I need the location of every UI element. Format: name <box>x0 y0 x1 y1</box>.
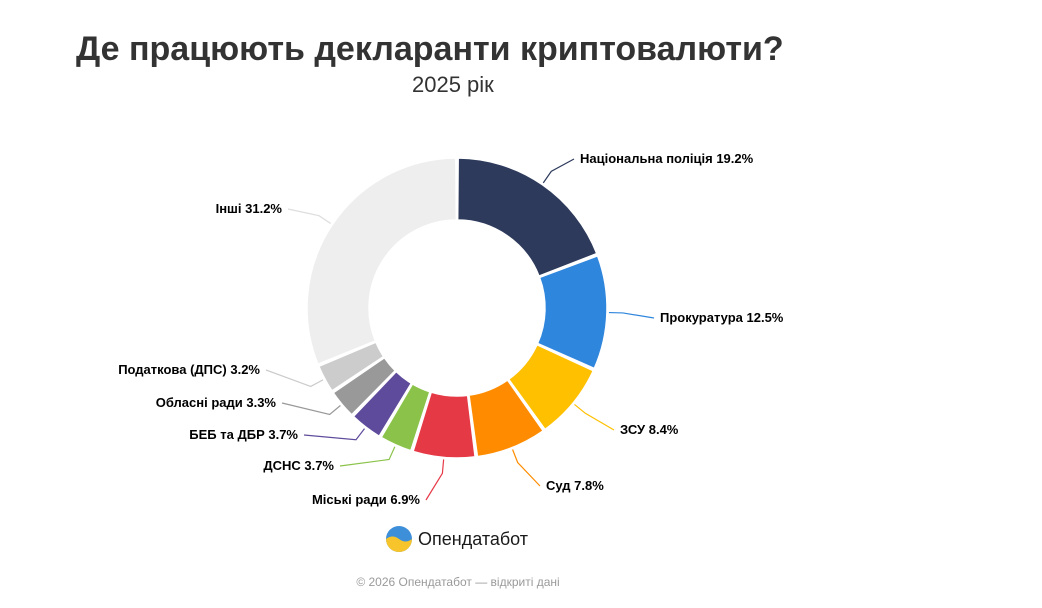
brand-logo: Опендатабот <box>386 526 528 552</box>
slice-value: 3.7% <box>265 427 299 442</box>
data-label-зсу: ЗСУ 8.4% <box>620 422 679 437</box>
slice-обласні-ради[interactable] <box>332 356 396 416</box>
data-label-національна-поліція: Національна поліція 19.2% <box>580 151 754 166</box>
slice-name: БЕБ та ДБР <box>189 427 265 442</box>
slice-name: Обласні ради <box>156 395 243 410</box>
data-label-міські-ради: Міські ради 6.9% <box>312 492 420 507</box>
slice-беб-та-дбр[interactable] <box>352 370 413 437</box>
slice-податкова-дпс[interactable] <box>318 341 385 392</box>
slice-value: 3.7% <box>301 458 335 473</box>
opendatabot-logo-icon <box>386 526 412 552</box>
slice-зсу[interactable] <box>507 344 595 431</box>
leader-line-міські-ради <box>425 459 445 501</box>
slice-інші[interactable] <box>306 157 458 365</box>
slice-value: 19.2% <box>713 151 754 166</box>
slice-value: 8.4% <box>645 422 679 437</box>
slice-name: ДСНС <box>263 458 301 473</box>
slice-name: Національна поліція <box>580 151 713 166</box>
leader-line-суд <box>512 449 541 487</box>
data-label-обласні-ради: Обласні ради 3.3% <box>156 395 277 410</box>
data-label-податкова-дпс: Податкова (ДПС) 3.2% <box>118 362 260 377</box>
slice-міські-ради[interactable] <box>412 391 476 459</box>
leader-line-беб-та-дбр <box>303 428 365 441</box>
chart-title: Де працюють декларанти криптовалюти? <box>76 30 784 68</box>
slice-name: Суд <box>546 478 571 493</box>
slice-value: 31.2% <box>242 201 283 216</box>
leader-line-податкова-дпс <box>265 369 324 388</box>
slice-name: Міські ради <box>312 492 387 507</box>
slice-value: 3.2% <box>227 362 261 377</box>
leader-line-прокуратура <box>608 311 655 319</box>
data-label-беб-та-дбр: БЕБ та ДБР 3.7% <box>189 427 298 442</box>
slice-value: 6.9% <box>387 492 421 507</box>
leader-line-національна-поліція <box>542 158 575 184</box>
slice-value: 12.5% <box>743 310 784 325</box>
data-label-суд: Суд 7.8% <box>546 478 604 493</box>
footer-copyright: © 2026 Опендатабот — відкриті дані <box>356 575 560 589</box>
chart-subtitle: 2025 рік <box>412 72 494 97</box>
data-label-інші: Інші 31.2% <box>216 201 283 216</box>
slice-національна-поліція[interactable] <box>456 157 598 277</box>
leader-line-зсу <box>574 403 615 431</box>
slice-name: Інші <box>216 201 242 216</box>
slice-name: Прокуратура <box>660 310 744 325</box>
brand-name: Опендатабот <box>418 528 529 549</box>
slice-name: ЗСУ <box>620 422 646 437</box>
slice-прокуратура[interactable] <box>536 255 608 370</box>
data-label-дснс: ДСНС 3.7% <box>263 458 334 473</box>
slice-value: 7.8% <box>571 478 605 493</box>
data-label-прокуратура: Прокуратура 12.5% <box>660 310 784 325</box>
slice-value: 3.3% <box>243 395 277 410</box>
slice-name: Податкова (ДПС) <box>118 362 227 377</box>
leader-line-обласні-ради <box>281 402 341 416</box>
slice-суд[interactable] <box>468 379 544 458</box>
leader-line-інші <box>287 208 332 224</box>
leader-line-дснс <box>339 446 396 467</box>
slice-дснс[interactable] <box>380 383 431 452</box>
